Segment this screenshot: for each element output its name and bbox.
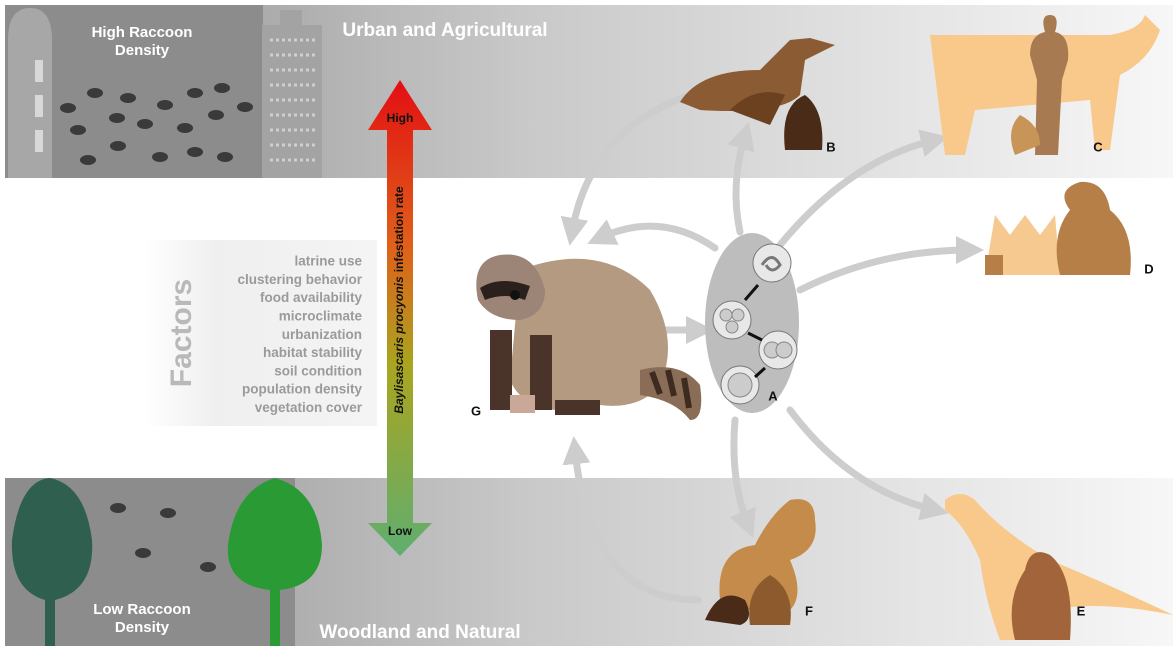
factor-item: urbanization (282, 327, 362, 342)
factor-item: clustering behavior (237, 272, 362, 287)
panel-label: F (805, 603, 813, 618)
density-label: Density (115, 42, 170, 59)
band-title: Urban and Agricultural (342, 20, 547, 41)
panel-label: E (1077, 603, 1086, 618)
density-label: High Raccoon (92, 24, 193, 41)
arrow-axis-label: Baylisascaris procyonis infestation rate (392, 186, 406, 414)
silo (8, 8, 52, 178)
density-label: Low Raccoon (93, 601, 191, 618)
arrow-high-label: High (387, 111, 414, 125)
egg-stages (705, 233, 799, 413)
factor-item: habitat stability (263, 345, 363, 360)
hosts-d (985, 182, 1131, 275)
factor-item: microclimate (279, 308, 363, 323)
factor-item: population density (242, 382, 362, 397)
factors-heading: Factors (165, 279, 198, 387)
density-label: Density (115, 619, 170, 636)
rate-text: infestation rate (392, 186, 406, 272)
skyscraper (262, 10, 322, 178)
factor-item: food availability (260, 290, 363, 305)
band-title: Woodland and Natural (319, 622, 520, 643)
factor-item: latrine use (294, 254, 362, 269)
panel-label: G (471, 403, 481, 418)
raccoon (476, 254, 701, 420)
factor-item: vegetation cover (255, 400, 363, 415)
diagram: High Raccoon Density Urban and Agricultu… (0, 0, 1173, 646)
species-name: Baylisascaris procyonis (392, 276, 406, 414)
page: {"bands": {"top": {"title": "Urban and A… (0, 0, 1173, 646)
panel-label: A (768, 388, 778, 403)
panel-label: C (1093, 139, 1103, 154)
panel-label: D (1144, 261, 1153, 276)
factor-item: soil condition (274, 363, 362, 378)
panel-label: B (826, 139, 835, 154)
arrow-low-label: Low (388, 524, 413, 538)
